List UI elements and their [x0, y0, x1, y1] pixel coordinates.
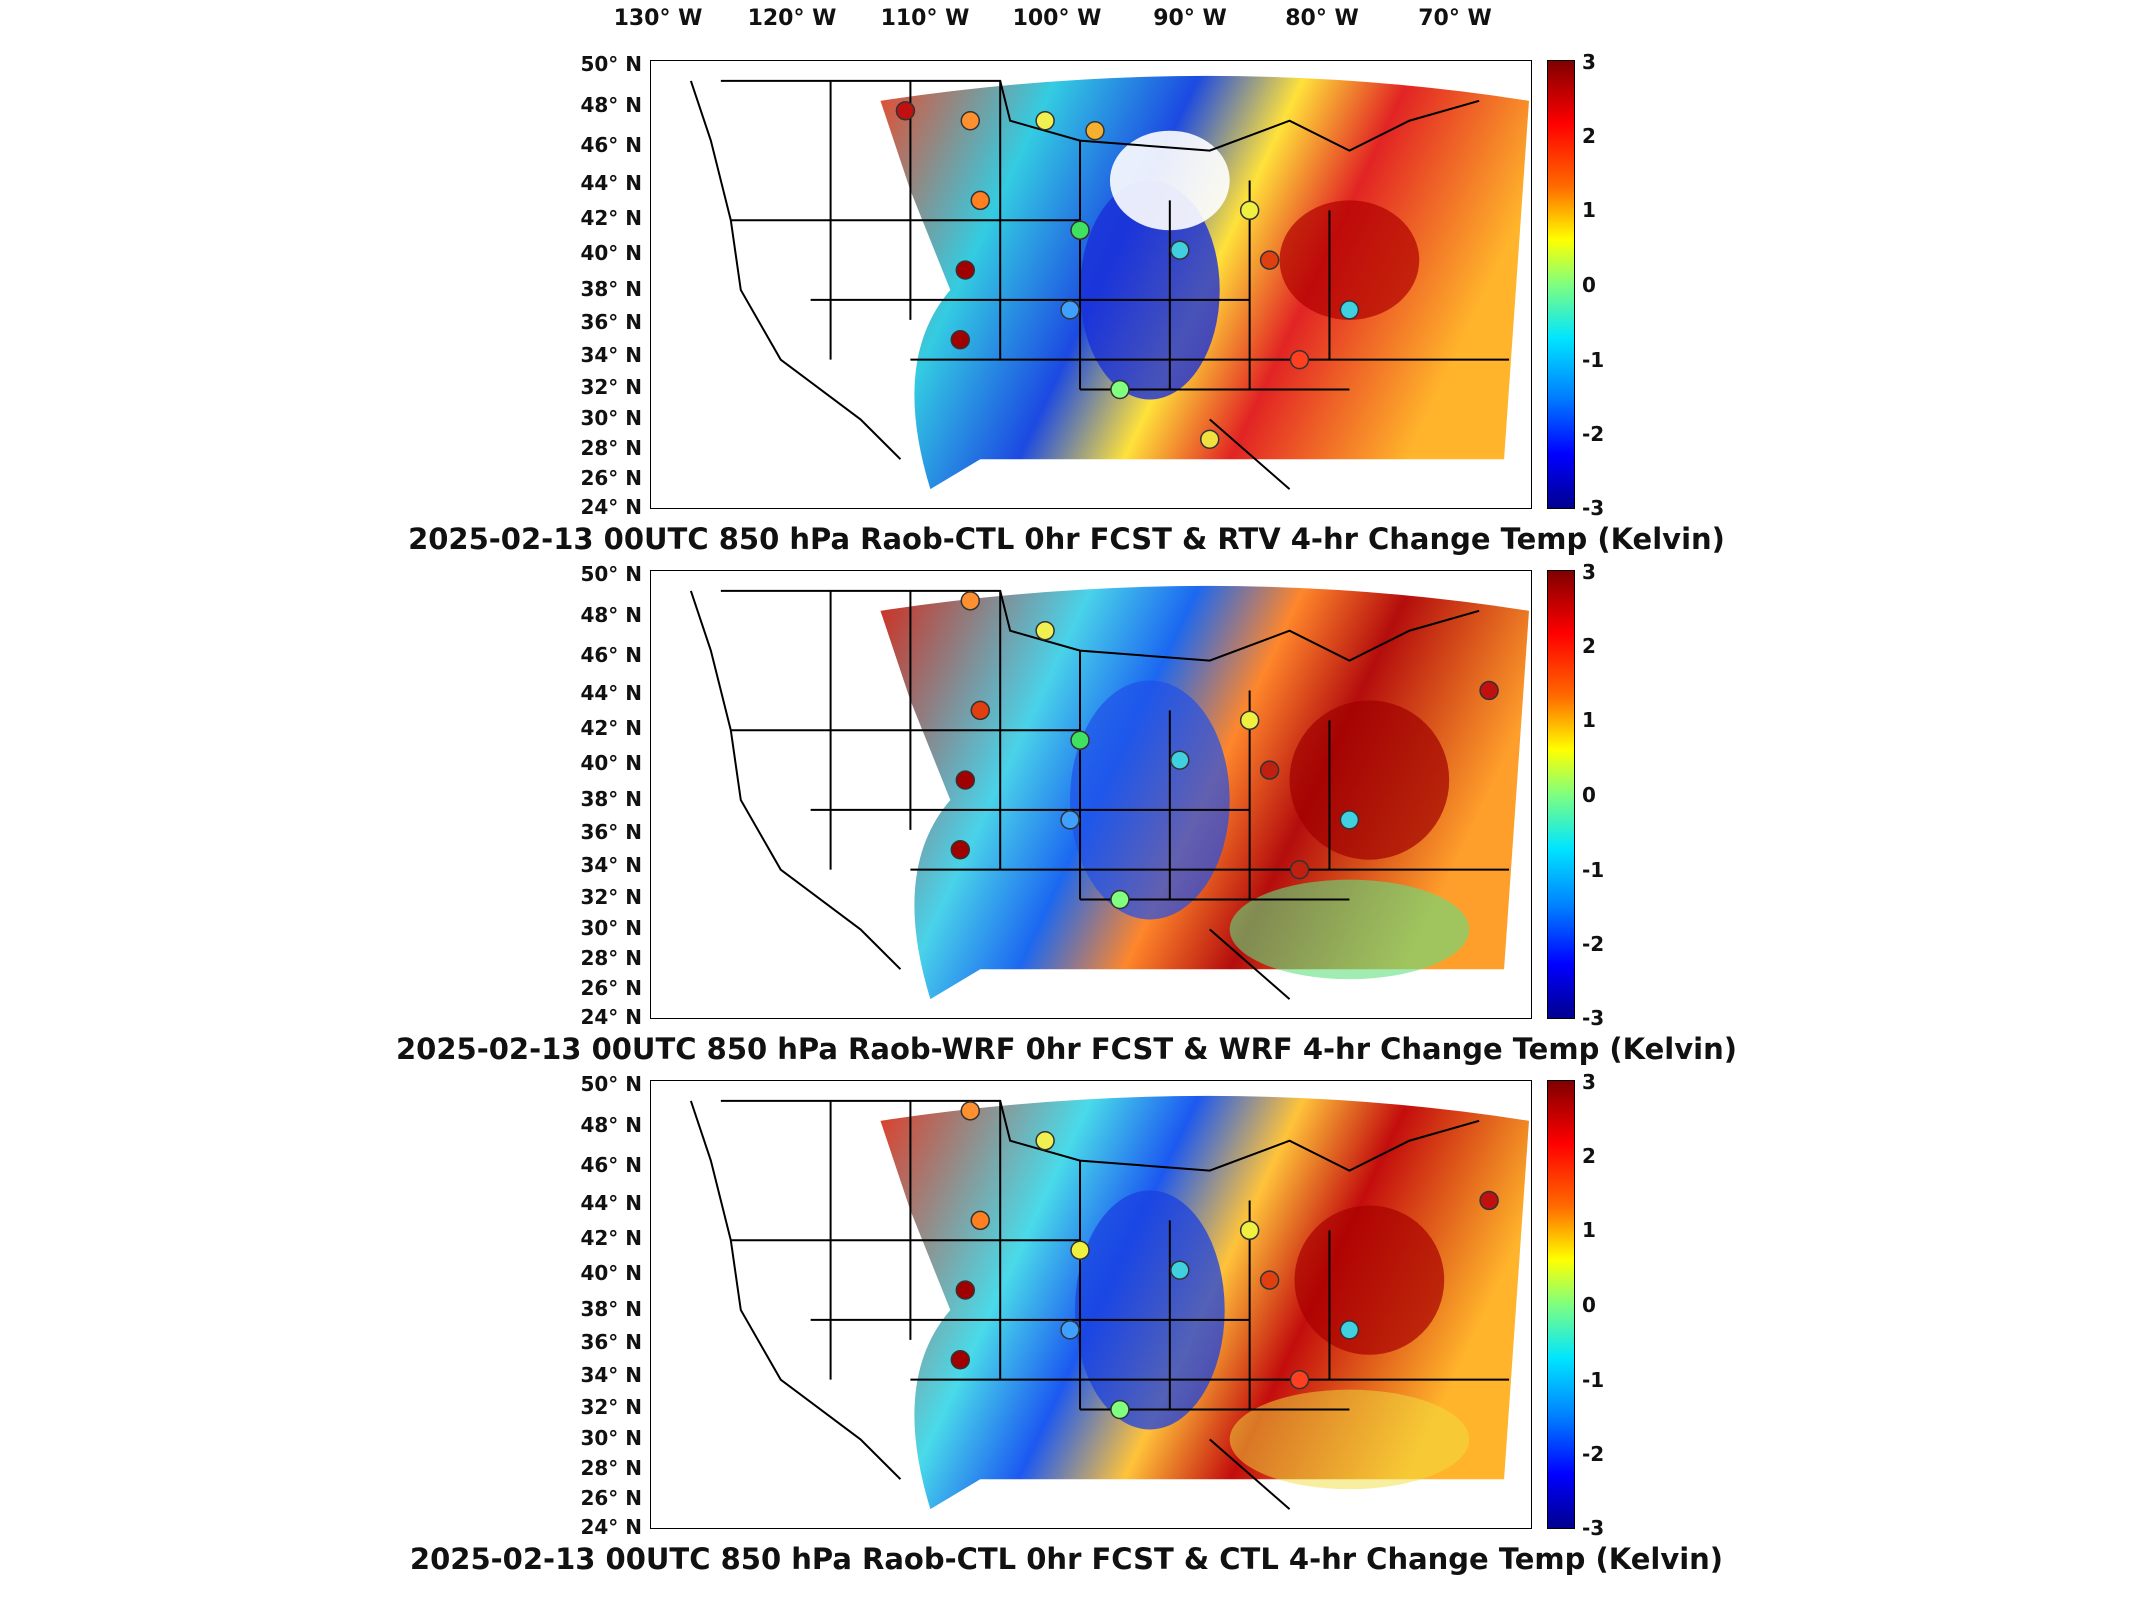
temperature-field-map — [689, 1095, 1530, 1510]
panel-title: 2025-02-13 00UTC 850 hPa Raob-WRF 0hr FC… — [395, 1032, 1737, 1066]
lon-label: 70° W — [1418, 6, 1492, 31]
colorbar-tick: -1 — [1582, 348, 1605, 372]
lat-label: 42° N — [580, 716, 642, 740]
temperature-field-map — [689, 585, 1530, 1000]
colorbar-tick: -3 — [1582, 1516, 1605, 1540]
colorbar-tick: 2 — [1582, 124, 1596, 148]
lat-label: 42° N — [580, 1226, 642, 1250]
lon-label: 100° W — [1012, 6, 1102, 31]
colorbar-tick: 2 — [1582, 634, 1596, 658]
lon-label: 90° W — [1153, 6, 1227, 31]
lat-label: 44° N — [580, 681, 642, 705]
colorbar-tick: 0 — [1582, 1293, 1596, 1317]
colorbar-tick: 1 — [1582, 708, 1596, 732]
lat-label: 26° N — [580, 976, 642, 1000]
map-plot-area — [650, 570, 1532, 1019]
lat-label: 50° N — [580, 562, 642, 586]
panel-title: 2025-02-13 00UTC 850 hPa Raob-CTL 0hr FC… — [409, 1542, 1724, 1576]
longitude-axis: 130° W 120° W 110° W 100° W 90° W 80° W … — [0, 6, 2133, 46]
lat-label: 32° N — [580, 375, 642, 399]
lon-label: 130° W — [613, 6, 703, 31]
colorbar-tick: -1 — [1582, 858, 1605, 882]
lat-label: 30° N — [580, 916, 642, 940]
colorbar-tick: 1 — [1582, 198, 1596, 222]
colorbar — [1547, 60, 1575, 509]
temperature-field-map — [689, 75, 1530, 490]
map-plot-area — [650, 60, 1532, 509]
lat-label: 36° N — [580, 310, 642, 334]
lat-label: 26° N — [580, 1486, 642, 1510]
colorbar-tick: 1 — [1582, 1218, 1596, 1242]
lat-label: 32° N — [580, 885, 642, 909]
panel-title: 2025-02-13 00UTC 850 hPa Raob-CTL 0hr FC… — [408, 522, 1725, 556]
lat-label: 46° N — [580, 133, 642, 157]
lat-label: 34° N — [580, 853, 642, 877]
lat-label: 48° N — [580, 603, 642, 627]
colorbar-tick: 0 — [1582, 783, 1596, 807]
colorbar — [1547, 570, 1575, 1019]
lat-label: 28° N — [580, 1456, 642, 1480]
lon-label: 110° W — [880, 6, 970, 31]
lat-label: 30° N — [580, 1426, 642, 1450]
lon-label: 80° W — [1285, 6, 1359, 31]
colorbar-tick: -2 — [1582, 932, 1605, 956]
colorbar-tick: 2 — [1582, 1144, 1596, 1168]
lat-label: 30° N — [580, 406, 642, 430]
lat-label: 34° N — [580, 343, 642, 367]
lat-label: 46° N — [580, 643, 642, 667]
lat-label: 50° N — [580, 1072, 642, 1096]
lat-label: 38° N — [580, 277, 642, 301]
lat-label: 28° N — [580, 436, 642, 460]
lat-label: 42° N — [580, 206, 642, 230]
lat-label: 48° N — [580, 93, 642, 117]
colorbar-tick: -3 — [1582, 1006, 1605, 1030]
lat-label: 24° N — [580, 495, 642, 519]
lat-label: 40° N — [580, 241, 642, 265]
lat-label: 44° N — [580, 1191, 642, 1215]
lat-label: 40° N — [580, 751, 642, 775]
lat-label: 36° N — [580, 820, 642, 844]
colorbar-tick: -3 — [1582, 496, 1605, 520]
lat-label: 46° N — [580, 1153, 642, 1177]
lon-label: 120° W — [747, 6, 837, 31]
lat-label: 48° N — [580, 1113, 642, 1137]
lat-label: 50° N — [580, 52, 642, 76]
colorbar-tick: -2 — [1582, 422, 1605, 446]
colorbar-tick: -1 — [1582, 1368, 1605, 1392]
lat-label: 24° N — [580, 1515, 642, 1539]
lat-label: 38° N — [580, 1297, 642, 1321]
colorbar-tick: 0 — [1582, 273, 1596, 297]
lat-label: 28° N — [580, 946, 642, 970]
map-plot-area — [650, 1080, 1532, 1529]
lat-label: 34° N — [580, 1363, 642, 1387]
colorbar-tick: 3 — [1582, 1070, 1596, 1094]
lat-label: 32° N — [580, 1395, 642, 1419]
lat-label: 36° N — [580, 1330, 642, 1354]
colorbar-tick: -2 — [1582, 1442, 1605, 1466]
lat-label: 38° N — [580, 787, 642, 811]
lat-label: 40° N — [580, 1261, 642, 1285]
lat-label: 26° N — [580, 466, 642, 490]
lat-label: 44° N — [580, 171, 642, 195]
colorbar-tick: 3 — [1582, 50, 1596, 74]
lat-label: 24° N — [580, 1005, 642, 1029]
colorbar — [1547, 1080, 1575, 1529]
colorbar-tick: 3 — [1582, 560, 1596, 584]
